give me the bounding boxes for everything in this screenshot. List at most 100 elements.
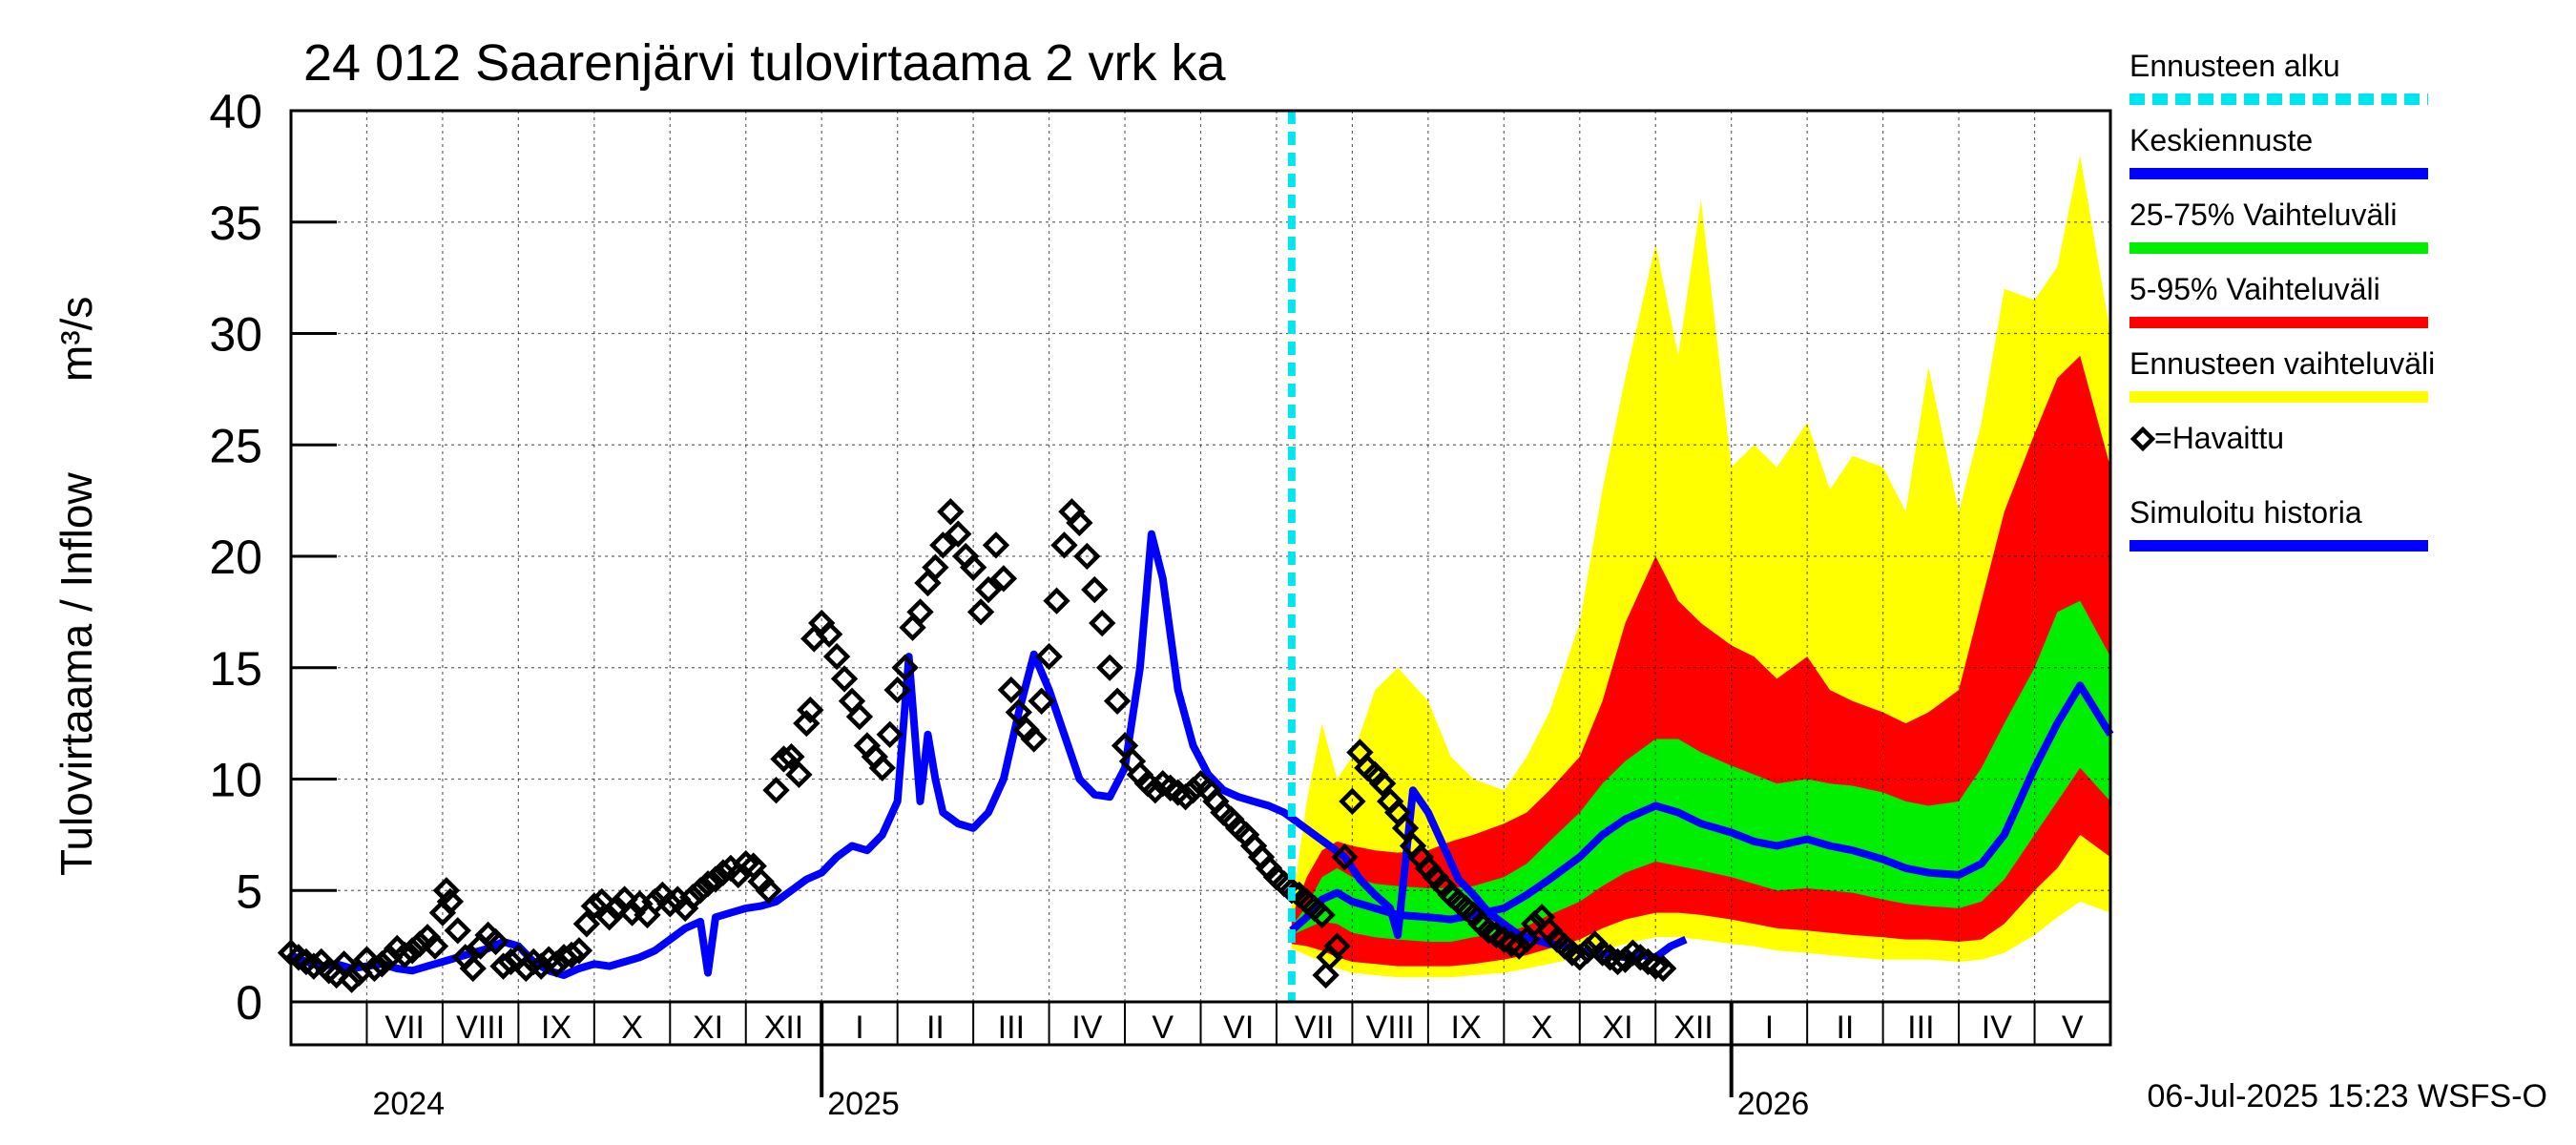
observed-point (436, 887, 465, 916)
observed-point (338, 966, 365, 993)
observed-point (1103, 687, 1132, 715)
observed-point (762, 776, 790, 804)
observed-point (398, 937, 426, 965)
legend-swatch (2129, 426, 2156, 452)
year-label: 2025 (827, 1086, 900, 1122)
month-label: IV (1982, 1010, 2012, 1046)
observed-point (557, 941, 586, 969)
legend-label: =Havaittu (2154, 421, 2284, 455)
observed-point (1035, 642, 1063, 671)
observed-point (1308, 901, 1336, 929)
observed-point (966, 598, 995, 626)
month-label: II (1836, 1010, 1854, 1046)
observed-point (937, 498, 965, 526)
month-label: VII (384, 1010, 425, 1046)
observed-point (1095, 654, 1124, 681)
observed-point (482, 927, 509, 956)
month-label: X (621, 1010, 643, 1046)
observed-point (1043, 587, 1070, 614)
observed-point (580, 892, 609, 920)
observed-point (1081, 575, 1109, 604)
month-label: VI (1223, 1010, 1254, 1046)
month-label: XI (693, 1010, 723, 1046)
observed-point (906, 598, 934, 626)
observed-point (542, 950, 571, 978)
observed-point (1391, 814, 1420, 843)
observed-point (678, 884, 707, 911)
month-label: XI (1602, 1010, 1632, 1046)
y-tick-label: 5 (236, 864, 262, 918)
month-label: XII (764, 1010, 804, 1046)
observed-point (1005, 698, 1032, 726)
observed-point (1369, 769, 1397, 798)
legend-label: Keskiennuste (2129, 123, 2313, 157)
observed-point (1066, 509, 1093, 537)
observed-point (565, 937, 593, 965)
observed-point (755, 877, 782, 905)
observed-point (1566, 944, 1593, 971)
y-tick-label: 35 (209, 197, 262, 250)
y-tick-label: 10 (209, 754, 262, 807)
month-label: VIII (1366, 1010, 1415, 1046)
observed-point (300, 952, 328, 980)
median-forecast-line (1289, 681, 2114, 934)
month-label: XII (1673, 1010, 1714, 1046)
observed-point (770, 745, 798, 773)
observed-point (868, 754, 896, 782)
observed-point (1172, 782, 1199, 811)
observed-points (277, 498, 1677, 993)
observed-point (883, 676, 911, 704)
observed-point (497, 947, 525, 976)
year-label: 2026 (1737, 1086, 1810, 1122)
observed-point (368, 950, 396, 978)
month-label: IX (1451, 1010, 1482, 1046)
observed-point (656, 890, 684, 918)
legend-label: Ennusteen alku (2129, 49, 2340, 83)
month-label: VIII (456, 1010, 505, 1046)
observed-point (444, 917, 471, 945)
observed-point (845, 702, 874, 731)
month-label: I (1765, 1010, 1774, 1046)
month-label: IX (541, 1010, 571, 1046)
month-label: III (1907, 1010, 1934, 1046)
observed-point (459, 954, 487, 983)
observed-point (1050, 531, 1078, 559)
legend: Ennusteen alku Keskiennuste 25-75% Vaihtel… (2129, 49, 2435, 552)
month-label: V (2062, 1010, 2084, 1046)
observed-point (822, 642, 851, 671)
observed-point (421, 932, 449, 960)
y-tick-label: 30 (209, 308, 262, 362)
observed-point (391, 941, 419, 969)
observed-point (830, 665, 859, 693)
observed-point (1604, 947, 1631, 976)
observed-point (785, 760, 813, 789)
observed-point (778, 742, 805, 771)
y-tick-label: 25 (209, 419, 262, 472)
y-tick-label: 40 (209, 85, 262, 138)
observed-point (1020, 725, 1048, 753)
y-axis-title: Tulovirtaama / Inflow (52, 472, 101, 876)
y-tick-label: 20 (209, 531, 262, 584)
footer-text: 06-Jul-2025 15:23 WSFS-O (2147, 1078, 2547, 1114)
observed-point (732, 850, 759, 878)
y-axis-unit: m³/s (52, 297, 101, 382)
month-label: IV (1071, 1010, 1102, 1046)
observed-point (1642, 952, 1670, 980)
observed-point (405, 930, 434, 958)
observed-point (997, 676, 1026, 704)
month-label: II (926, 1010, 945, 1046)
month-label: I (855, 1010, 863, 1046)
month-label: VII (1295, 1010, 1335, 1046)
observed-point (1323, 932, 1351, 960)
legend-label: 25-75% Vaihteluväli (2129, 198, 2397, 232)
legend-label: Ennusteen vaihteluväli (2129, 346, 2435, 381)
observed-point (1573, 937, 1601, 965)
observed-point (945, 520, 972, 548)
observed-point (618, 899, 646, 926)
observed-point (891, 654, 919, 681)
chart-title: 24 012 Saarenjärvi tulovirtaama 2 vrk ka (303, 34, 1226, 92)
observed-point (1331, 843, 1359, 871)
month-label: X (1531, 1010, 1553, 1046)
p25-p75-band (1291, 600, 2110, 942)
